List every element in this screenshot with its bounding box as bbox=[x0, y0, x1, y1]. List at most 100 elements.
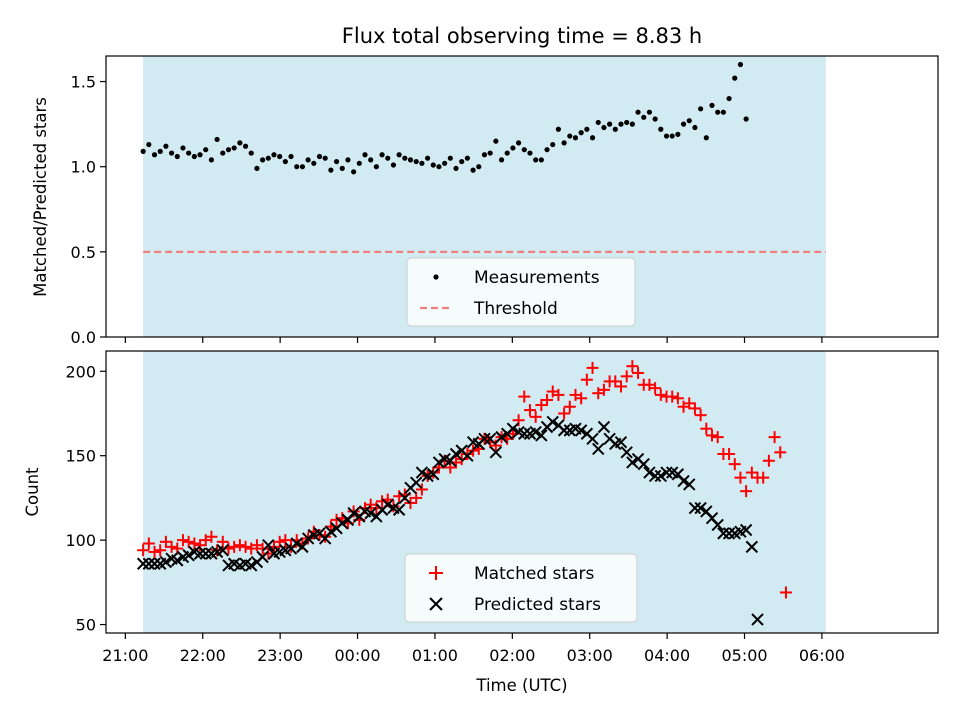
measurement-point bbox=[550, 141, 556, 148]
x-tick-label: 00:00 bbox=[334, 646, 380, 665]
predicted-star-point bbox=[506, 422, 520, 435]
predicted-star-point bbox=[216, 544, 229, 557]
matched-star-point bbox=[768, 431, 781, 444]
measurement-point bbox=[373, 164, 379, 170]
matched-star-point bbox=[666, 390, 679, 403]
measurement-point bbox=[419, 160, 425, 166]
measurement-point bbox=[737, 61, 744, 68]
matched-star-point bbox=[216, 535, 229, 548]
x-tick-label: 23:00 bbox=[257, 646, 303, 665]
measurement-point bbox=[470, 167, 476, 173]
matched-star-point bbox=[694, 409, 707, 422]
measurement-point bbox=[720, 109, 726, 115]
measurement-point bbox=[186, 150, 192, 156]
predicted-star-point bbox=[381, 498, 394, 511]
predicted-star-point bbox=[614, 435, 628, 449]
measurement-point bbox=[481, 152, 488, 158]
matched-star-point bbox=[779, 586, 792, 599]
measurement-point bbox=[328, 167, 334, 173]
matched-star-point bbox=[620, 370, 633, 383]
x-axis-label: Time (UTC) bbox=[475, 676, 567, 695]
measurement-point bbox=[686, 118, 692, 124]
top-y-tick-label: 0.5 bbox=[71, 243, 96, 262]
matched-star-point bbox=[774, 446, 787, 459]
legend-measurements-marker bbox=[433, 274, 439, 280]
measurement-point bbox=[589, 135, 596, 141]
measurement-point bbox=[174, 153, 180, 160]
matched-star-point bbox=[700, 422, 713, 435]
measurement-point bbox=[339, 165, 345, 171]
measurement-point bbox=[612, 126, 618, 132]
measurement-point bbox=[635, 109, 641, 115]
measurement-point bbox=[567, 133, 573, 139]
predicted-star-point bbox=[660, 466, 673, 479]
matched-star-point bbox=[154, 544, 167, 557]
bottom-panel: 50 100 150 200 21:00 22:00 23:00 00:00 01:00 02:… bbox=[23, 350, 939, 695]
predicted-star-point bbox=[136, 557, 150, 570]
measurement-point bbox=[430, 162, 436, 168]
x-tick-label: 06:00 bbox=[799, 646, 845, 665]
measurement-point bbox=[607, 121, 613, 127]
predicted-star-point bbox=[745, 540, 759, 554]
measurement-point bbox=[396, 152, 402, 158]
matched-star-point bbox=[552, 388, 565, 401]
predicted-star-point bbox=[489, 446, 503, 459]
matched-star-point bbox=[762, 454, 775, 467]
predicted-star-point bbox=[409, 476, 423, 489]
measurement-point bbox=[362, 152, 368, 158]
measurement-point bbox=[663, 133, 670, 139]
measurement-point bbox=[447, 155, 453, 161]
matched-star-point bbox=[614, 380, 627, 393]
top-y-tick-label: 1.5 bbox=[71, 73, 96, 92]
bottom-y-tick-label: 100 bbox=[65, 531, 96, 550]
predicted-star-point bbox=[739, 523, 753, 537]
x-tick-label: 03:00 bbox=[567, 646, 613, 665]
matched-star-point bbox=[313, 529, 326, 542]
measurement-point bbox=[703, 135, 709, 141]
measurement-point bbox=[476, 164, 482, 170]
legend-threshold-label: Threshold bbox=[473, 299, 558, 319]
bottom-y-axis: 50 100 150 200 bbox=[65, 362, 106, 635]
measurement-point bbox=[521, 147, 527, 153]
matched-star-point bbox=[182, 535, 195, 548]
predicted-star-point bbox=[574, 424, 588, 437]
measurement-point bbox=[698, 106, 704, 112]
predicted-star-point bbox=[301, 532, 315, 545]
predicted-star-point bbox=[592, 442, 605, 456]
measurement-point bbox=[237, 140, 243, 146]
predicted-star-point bbox=[643, 466, 656, 479]
matched-star-point bbox=[740, 485, 753, 498]
measurement-point bbox=[726, 95, 732, 102]
bottom-x-axis: 21:00 22:00 23:00 00:00 01:00 02:00 03:00 04:00… bbox=[102, 633, 845, 665]
matched-star-point bbox=[757, 471, 770, 484]
top-y-tick-label: 0.0 bbox=[71, 328, 96, 347]
matched-star-point bbox=[262, 547, 275, 560]
bottom-y-tick-label: 50 bbox=[76, 616, 96, 635]
matched-star-point bbox=[575, 392, 588, 405]
predicted-star-point bbox=[290, 537, 303, 550]
predicted-star-point bbox=[546, 415, 559, 429]
matched-star-point bbox=[228, 540, 241, 553]
measurement-point bbox=[658, 126, 664, 132]
measurement-point bbox=[333, 158, 340, 165]
predicted-star-point bbox=[364, 506, 377, 520]
measurement-point bbox=[242, 143, 249, 149]
matched-star-point bbox=[159, 535, 172, 548]
matched-star-point bbox=[256, 542, 269, 555]
measurement-point bbox=[390, 162, 397, 168]
matched-star-point bbox=[626, 360, 639, 373]
predicted-star-point bbox=[518, 427, 531, 440]
measurement-point bbox=[442, 160, 448, 166]
bottom-plot-frame bbox=[105, 350, 939, 634]
measurement-point bbox=[163, 143, 169, 149]
bottom-y-tick-label: 200 bbox=[65, 362, 96, 381]
measurement-point bbox=[624, 119, 630, 126]
measurement-point bbox=[157, 148, 163, 154]
matched-star-point bbox=[376, 495, 389, 508]
measurement-point bbox=[282, 158, 288, 165]
measurement-point bbox=[669, 133, 675, 139]
bottom-legend-box bbox=[404, 553, 638, 623]
measurement-point bbox=[191, 153, 197, 160]
top-x-ticks bbox=[124, 337, 823, 343]
